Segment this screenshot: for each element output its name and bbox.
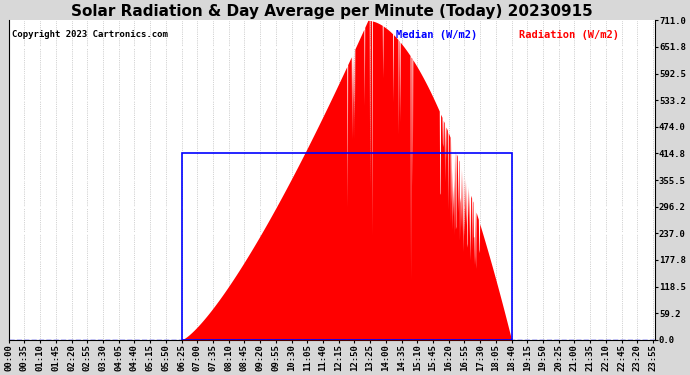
Bar — [181, 153, 511, 340]
Title: Solar Radiation & Day Average per Minute (Today) 20230915: Solar Radiation & Day Average per Minute… — [71, 4, 593, 19]
Text: Copyright 2023 Cartronics.com: Copyright 2023 Cartronics.com — [12, 30, 168, 39]
Text: Radiation (W/m2): Radiation (W/m2) — [519, 30, 619, 40]
Text: Median (W/m2): Median (W/m2) — [396, 30, 477, 40]
